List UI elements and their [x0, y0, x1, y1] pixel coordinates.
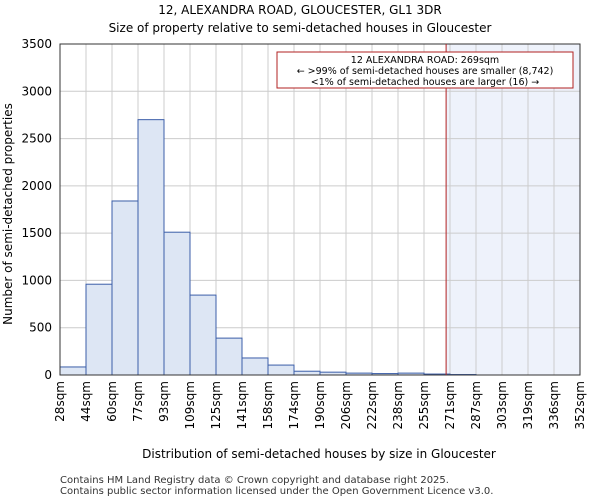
highlight-region	[446, 44, 580, 375]
x-tick-label: 238sqm	[391, 381, 405, 429]
bar-174sqm	[294, 371, 320, 375]
x-tick-label: 190sqm	[313, 381, 327, 429]
x-tick-label: 77sqm	[131, 381, 145, 422]
x-tick-label: 255sqm	[417, 381, 431, 429]
footer-line-2: Contains public sector information licen…	[60, 486, 493, 497]
y-tick-label: 2500	[21, 132, 52, 146]
y-tick-label: 3500	[21, 37, 52, 51]
y-axis-label: Number of semi-detached properties	[1, 103, 15, 325]
chart-subtitle: Size of property relative to semi-detach…	[109, 21, 492, 35]
annotation-line-1: 12 ALEXANDRA ROAD: 269sqm	[351, 55, 499, 66]
x-tick-label: 174sqm	[287, 381, 301, 429]
bar-158sqm	[268, 365, 294, 375]
x-tick-label: 352sqm	[573, 381, 587, 429]
y-tick-label: 0	[44, 368, 52, 382]
annotation-line-2: ← >99% of semi-detached houses are small…	[297, 66, 554, 77]
bar-93sqm	[164, 232, 190, 375]
y-tick-label: 2000	[21, 179, 52, 193]
bar-28sqm	[60, 367, 86, 375]
x-tick-label: 222sqm	[365, 381, 379, 429]
y-tick-label: 1000	[21, 273, 52, 287]
bar-44sqm	[86, 284, 112, 375]
x-tick-label: 141sqm	[235, 381, 249, 429]
x-tick-label: 60sqm	[105, 381, 119, 422]
annotation-line-3: <1% of semi-detached houses are larger (…	[311, 77, 539, 88]
x-tick-label: 206sqm	[339, 381, 353, 429]
x-tick-label: 336sqm	[547, 381, 561, 429]
y-tick-label: 500	[29, 321, 52, 335]
chart-title: 12, ALEXANDRA ROAD, GLOUCESTER, GL1 3DR	[158, 3, 441, 17]
bar-109sqm	[190, 295, 216, 375]
x-tick-label: 109sqm	[183, 381, 197, 429]
y-tick-label: 1500	[21, 226, 52, 240]
bar-60sqm	[112, 201, 138, 375]
x-tick-label: 303sqm	[495, 381, 509, 429]
bar-77sqm	[138, 120, 164, 375]
bar-141sqm	[242, 358, 268, 375]
x-tick-label: 271sqm	[443, 381, 457, 429]
x-tick-label: 125sqm	[209, 381, 223, 429]
y-tick-label: 3000	[21, 84, 52, 98]
x-tick-label: 93sqm	[157, 381, 171, 422]
plot-area: 0 500 1000 1500 2000 2500 3000 3500 28sqm 44sqm 60…	[21, 37, 587, 429]
x-tick-label: 287sqm	[469, 381, 483, 429]
bar-125sqm	[216, 338, 242, 375]
x-tick-label: 44sqm	[79, 381, 93, 422]
x-axis-label: Distribution of semi-detached houses by …	[142, 447, 496, 461]
x-tick-label: 158sqm	[261, 381, 275, 429]
footer-line-1: Contains HM Land Registry data © Crown c…	[60, 475, 449, 486]
x-tick-label: 28sqm	[53, 381, 67, 422]
x-tick-label: 319sqm	[521, 381, 535, 429]
